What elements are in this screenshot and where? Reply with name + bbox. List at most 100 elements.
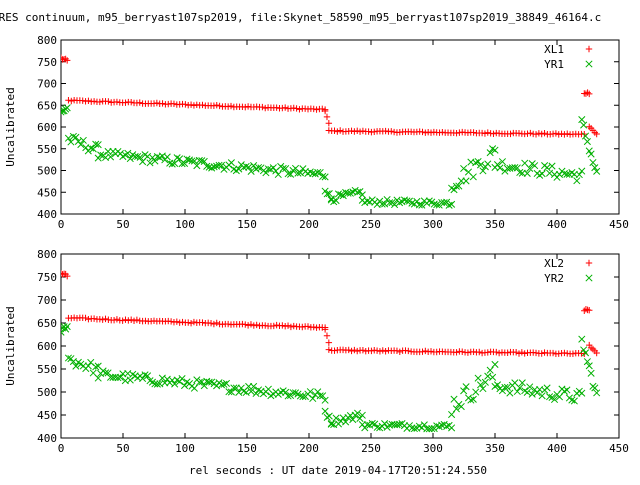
data-point-XL1 <box>561 131 568 138</box>
data-point-XL1 <box>359 127 367 135</box>
data-point-XL1 <box>210 102 218 109</box>
data-point-XL1 <box>224 103 232 110</box>
data-point-XL1 <box>242 103 249 111</box>
data-point-YR1 <box>462 177 470 185</box>
data-point-YR2 <box>220 380 228 388</box>
y-axis-label: Uncalibrated <box>4 306 17 385</box>
data-point-XL1 <box>470 129 477 136</box>
data-point-YR1 <box>247 167 255 175</box>
data-point-YR2 <box>368 419 376 427</box>
data-point-YR2 <box>349 415 357 424</box>
data-point-YR1 <box>408 199 416 207</box>
data-point-XL1 <box>190 102 198 109</box>
data-point-YR1 <box>87 144 95 152</box>
data-point-YR1 <box>198 157 206 165</box>
data-point-YR1 <box>284 170 292 178</box>
data-point-YR2 <box>563 386 571 394</box>
data-point-YR2 <box>227 388 235 396</box>
y-tick-label: 500 <box>37 386 57 399</box>
data-point-YR1 <box>476 161 485 169</box>
data-point-XL2 <box>325 339 333 346</box>
data-point-XL1 <box>325 120 333 127</box>
data-point-XL1 <box>321 107 329 115</box>
x-tick-label: 250 <box>361 442 381 455</box>
data-point-XL2 <box>190 318 198 326</box>
data-point-YR1 <box>319 172 327 181</box>
data-point-XL2 <box>313 324 320 331</box>
data-point-YR2 <box>472 388 480 396</box>
x-tick-label: 50 <box>116 218 129 231</box>
data-point-YR2 <box>528 390 536 398</box>
data-point-XL2 <box>133 316 141 324</box>
data-point-YR1 <box>591 164 599 172</box>
data-point-XL2 <box>495 349 503 357</box>
data-point-YR2 <box>457 402 465 411</box>
data-point-XL1 <box>532 131 540 138</box>
data-point-YR1 <box>531 162 539 170</box>
data-point-XL1 <box>187 101 195 108</box>
data-point-YR2 <box>143 372 152 380</box>
data-point-XL1 <box>507 130 514 138</box>
x-tick-label: 450 <box>609 218 629 231</box>
data-point-XL2 <box>345 346 352 354</box>
data-point-XL1 <box>259 103 266 111</box>
data-point-YR2 <box>64 354 72 362</box>
legend-label: XL2 <box>544 257 564 270</box>
data-point-YR1 <box>97 151 105 159</box>
data-point-XL2 <box>359 347 367 354</box>
y-tick-label: 800 <box>37 248 57 261</box>
data-point-YR2 <box>506 389 514 397</box>
data-point-YR2 <box>94 374 102 382</box>
data-point-YR1 <box>450 186 458 194</box>
data-point-XL2 <box>113 316 121 323</box>
data-point-YR2 <box>141 371 149 379</box>
data-point-YR2 <box>474 374 482 382</box>
data-point-XL2 <box>130 317 138 325</box>
legend-label: YR2 <box>544 272 564 285</box>
data-point-XL1 <box>68 97 75 105</box>
data-point-XL2 <box>110 316 118 324</box>
data-point-YR1 <box>337 191 345 199</box>
data-point-XL2 <box>593 349 600 357</box>
data-point-YR1 <box>546 169 554 177</box>
data-point-XL2 <box>453 349 460 356</box>
data-point-YR1 <box>516 168 524 177</box>
data-point-XL2 <box>185 319 192 326</box>
data-point-YR2 <box>513 387 521 396</box>
plot-frame <box>60 253 620 439</box>
data-point-XL2 <box>373 347 381 354</box>
data-point-YR1 <box>227 159 235 167</box>
data-point-YR1 <box>325 190 333 198</box>
data-point-XL1 <box>159 100 166 107</box>
data-point-XL1 <box>113 98 121 106</box>
data-point-XL1 <box>273 104 280 111</box>
data-point-XL2 <box>586 306 593 314</box>
data-point-XL1 <box>424 128 432 136</box>
data-point-YR2 <box>587 369 595 377</box>
data-point-YR1 <box>526 164 534 172</box>
data-point-YR2 <box>546 393 554 401</box>
data-point-XL1 <box>310 105 317 113</box>
y-tick-label: 550 <box>37 363 57 376</box>
data-point-XL1 <box>122 99 129 106</box>
data-point-YR2 <box>486 366 494 374</box>
data-point-XL2 <box>127 316 135 323</box>
data-point-YR2 <box>578 335 586 343</box>
data-point-XL1 <box>61 54 65 62</box>
data-point-XL2 <box>321 326 329 333</box>
x-tick-label: 50 <box>116 442 129 455</box>
data-point-XL2 <box>368 347 375 355</box>
data-point-YR1 <box>353 188 362 196</box>
y-tick-label: 400 <box>37 208 57 221</box>
data-point-YR2 <box>225 388 233 396</box>
data-point-YR1 <box>126 155 134 163</box>
legend-marker-YR2 <box>585 274 593 282</box>
data-point-YR1 <box>403 197 411 205</box>
data-point-YR2 <box>332 414 340 422</box>
data-point-XL2 <box>422 347 429 355</box>
data-point-YR1 <box>163 153 171 161</box>
data-point-YR1 <box>92 140 100 148</box>
data-point-YR2 <box>452 405 460 413</box>
data-point-YR1 <box>168 160 176 168</box>
